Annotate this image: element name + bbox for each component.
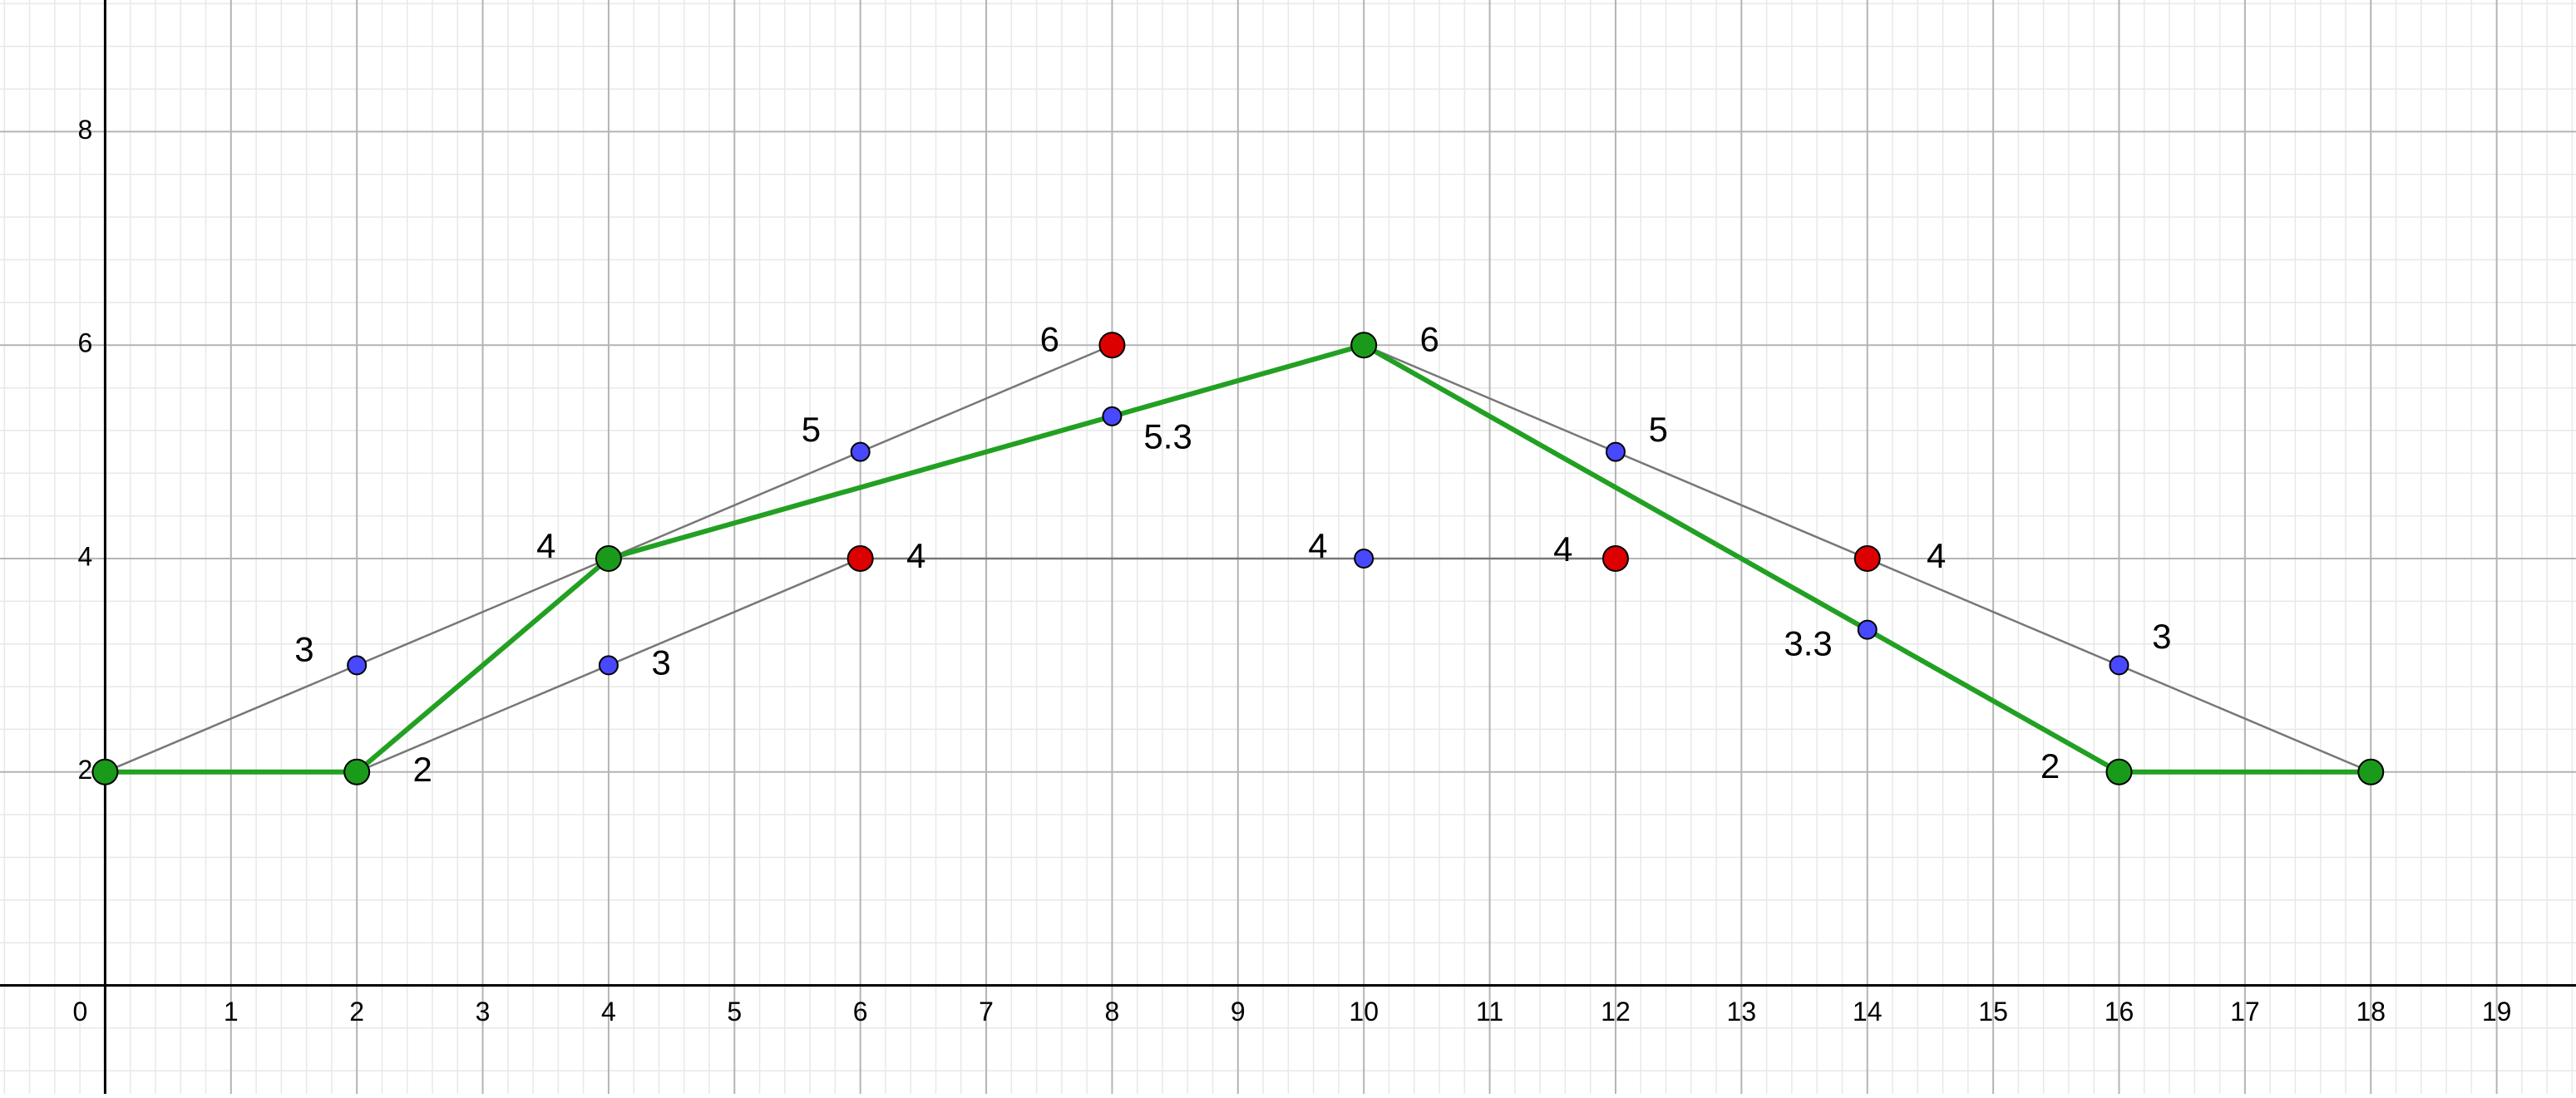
x-tick-label: 6 bbox=[853, 997, 868, 1027]
x-tick-label: 12 bbox=[1601, 997, 1631, 1027]
point-label: 6 bbox=[1040, 319, 1059, 358]
point-label: 2 bbox=[2041, 746, 2060, 785]
y-tick-label: 2 bbox=[78, 755, 93, 785]
y-tick-label: 4 bbox=[78, 541, 93, 571]
point bbox=[1354, 548, 1374, 569]
point bbox=[2105, 758, 2133, 785]
x-tick-label: 3 bbox=[476, 997, 491, 1027]
x-tick-label: 18 bbox=[2356, 997, 2386, 1027]
point bbox=[91, 758, 119, 785]
point-label: 3 bbox=[294, 630, 313, 669]
point bbox=[1102, 406, 1123, 426]
point-label: 4 bbox=[1553, 529, 1572, 569]
point-label: 3 bbox=[651, 643, 670, 682]
line-segment bbox=[105, 342, 2371, 775]
x-tick-label: 9 bbox=[1231, 997, 1246, 1027]
x-tick-label: 14 bbox=[1853, 997, 1883, 1027]
point-label: 3.3 bbox=[1784, 623, 1832, 662]
x-tick-label: 5 bbox=[727, 997, 742, 1027]
point bbox=[2109, 655, 2129, 676]
y-tick-label: 8 bbox=[78, 115, 93, 145]
point bbox=[598, 655, 619, 676]
point-label: 5 bbox=[802, 410, 821, 449]
point-label: 6 bbox=[1420, 319, 1439, 358]
point bbox=[850, 441, 871, 462]
point bbox=[846, 544, 874, 572]
point-label: 5 bbox=[1649, 410, 1668, 449]
point bbox=[343, 758, 371, 785]
point-label: 3 bbox=[2152, 617, 2171, 656]
point-label: 4 bbox=[906, 536, 925, 575]
x-tick-label: 4 bbox=[601, 997, 616, 1027]
point-label: 4 bbox=[1308, 526, 1327, 565]
x-tick-label: 0 bbox=[73, 997, 88, 1027]
x-tick-label: 2 bbox=[349, 997, 364, 1027]
point bbox=[1350, 332, 1378, 359]
point bbox=[1601, 544, 1629, 572]
point bbox=[595, 544, 622, 572]
point-label: 2 bbox=[413, 750, 432, 789]
point-label: 4 bbox=[536, 526, 555, 565]
x-tick-label: 11 bbox=[1476, 997, 1503, 1027]
x-tick-label: 16 bbox=[2105, 997, 2134, 1027]
point bbox=[1098, 332, 1126, 359]
point-label: 5.3 bbox=[1143, 417, 1192, 456]
point bbox=[1853, 544, 1881, 572]
x-tick-label: 10 bbox=[1349, 997, 1379, 1027]
point bbox=[1605, 441, 1626, 462]
x-tick-label: 1 bbox=[224, 997, 239, 1027]
y-tick-label: 6 bbox=[78, 328, 93, 358]
x-tick-label: 13 bbox=[1727, 997, 1757, 1027]
point bbox=[1857, 619, 1878, 640]
x-tick-label: 7 bbox=[979, 997, 994, 1027]
point-label: 4 bbox=[1927, 536, 1946, 575]
x-tick-label: 15 bbox=[1978, 997, 2008, 1027]
x-tick-label: 19 bbox=[2482, 997, 2512, 1027]
x-tick-label: 17 bbox=[2230, 997, 2260, 1027]
x-tick-label: 8 bbox=[1105, 997, 1120, 1027]
point bbox=[347, 655, 368, 676]
point bbox=[2357, 758, 2385, 785]
